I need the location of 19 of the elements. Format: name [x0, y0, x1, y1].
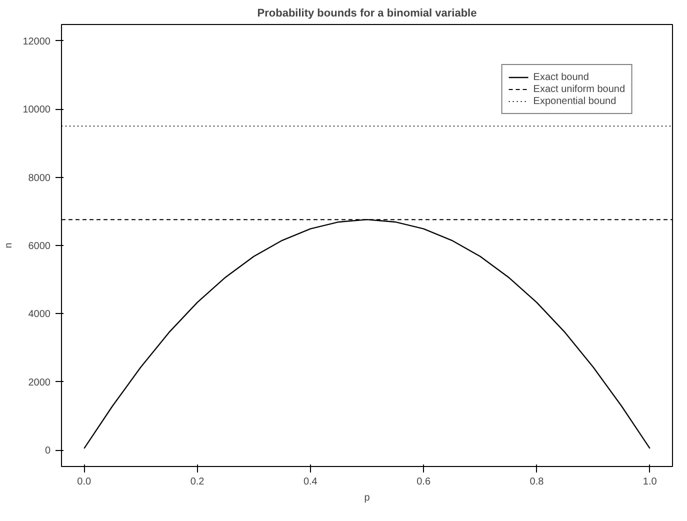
- x-tick-label: 0.2: [190, 476, 205, 488]
- y-tick-label: 10000: [22, 104, 51, 116]
- y-axis-title: n: [4, 242, 15, 248]
- x-tick-label: 0.6: [416, 476, 431, 488]
- chart-title: Probability bounds for a binomial variable: [257, 8, 477, 20]
- x-tick-label: 0.4: [303, 476, 318, 488]
- x-tick-label: 0.0: [77, 476, 92, 488]
- y-tick-label: 12000: [22, 36, 51, 48]
- x-tick-label: 0.8: [530, 476, 544, 488]
- legend-label: Exact uniform bound: [533, 83, 625, 95]
- y-tick-label: 6000: [28, 241, 51, 252]
- y-tick-label: 4000: [28, 309, 51, 320]
- y-tick-label: 2000: [28, 377, 51, 388]
- legend-label: Exact bound: [533, 71, 589, 83]
- y-tick-label: 0: [44, 446, 51, 457]
- y-tick-label: 8000: [28, 172, 51, 184]
- legend-label: Exponential bound: [533, 95, 616, 107]
- x-axis-title: p: [364, 492, 370, 504]
- x-tick-label: 1.0: [642, 476, 658, 488]
